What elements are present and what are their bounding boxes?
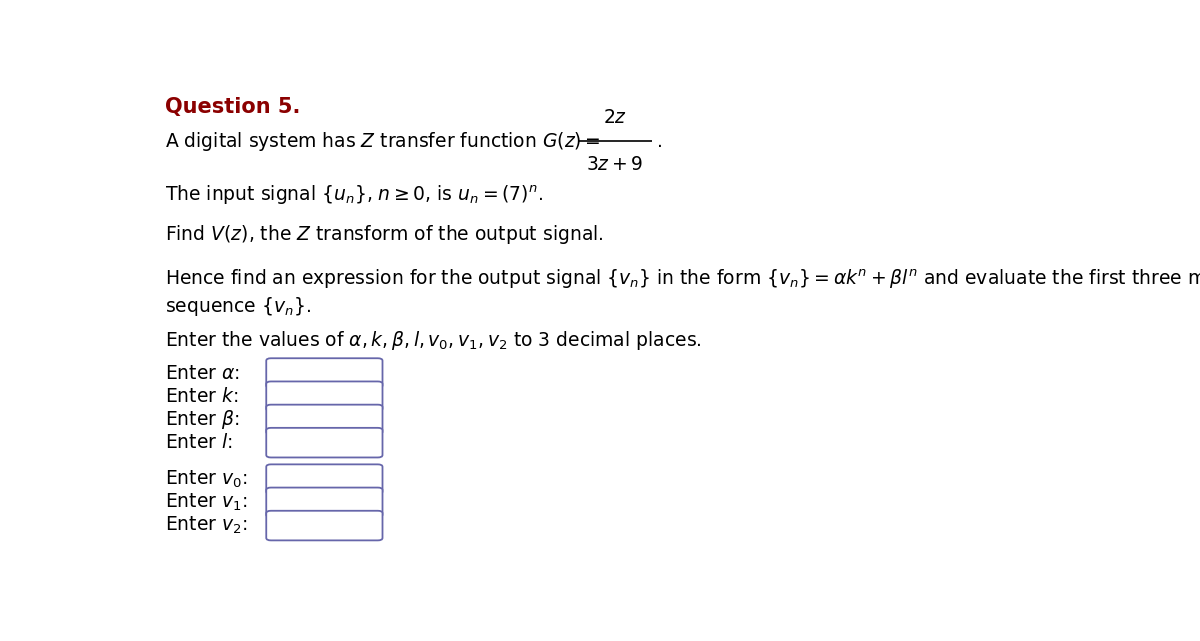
Text: A digital system has $Z$ transfer function $G(z)=$: A digital system has $Z$ transfer functi… xyxy=(164,129,600,153)
FancyBboxPatch shape xyxy=(266,428,383,458)
FancyBboxPatch shape xyxy=(266,488,383,517)
Text: Enter the values of $\alpha, k, \beta, l, v_0, v_1, v_2$ to 3 decimal places.: Enter the values of $\alpha, k, \beta, l… xyxy=(164,329,702,353)
Text: .: . xyxy=(656,131,662,151)
FancyBboxPatch shape xyxy=(266,511,383,540)
Text: Enter $\beta$:: Enter $\beta$: xyxy=(164,408,239,431)
Text: sequence $\{v_n\}$.: sequence $\{v_n\}$. xyxy=(164,295,311,318)
Text: Enter $\alpha$:: Enter $\alpha$: xyxy=(164,363,240,383)
FancyBboxPatch shape xyxy=(266,381,383,411)
Text: Hence find an expression for the output signal $\{v_n\}$ in the form $\{v_n\}=\a: Hence find an expression for the output … xyxy=(164,267,1200,291)
FancyBboxPatch shape xyxy=(266,464,383,494)
Text: $3z+9$: $3z+9$ xyxy=(587,155,643,174)
Text: Enter $v_2$:: Enter $v_2$: xyxy=(164,515,247,537)
Text: Enter $k$:: Enter $k$: xyxy=(164,387,238,406)
Text: $2z$: $2z$ xyxy=(602,108,628,128)
Text: Find $V(z)$, the $Z$ transform of the output signal.: Find $V(z)$, the $Z$ transform of the ou… xyxy=(164,223,604,246)
Text: The input signal $\{u_n\}$, $n\geq 0$, is $u_n=(7)^n$.: The input signal $\{u_n\}$, $n\geq 0$, i… xyxy=(164,184,542,207)
Text: Enter $v_1$:: Enter $v_1$: xyxy=(164,492,247,513)
Text: Enter $l$:: Enter $l$: xyxy=(164,433,233,452)
Text: Enter $v_0$:: Enter $v_0$: xyxy=(164,469,247,490)
FancyBboxPatch shape xyxy=(266,404,383,434)
Text: Question 5.: Question 5. xyxy=(164,97,300,117)
FancyBboxPatch shape xyxy=(266,358,383,388)
